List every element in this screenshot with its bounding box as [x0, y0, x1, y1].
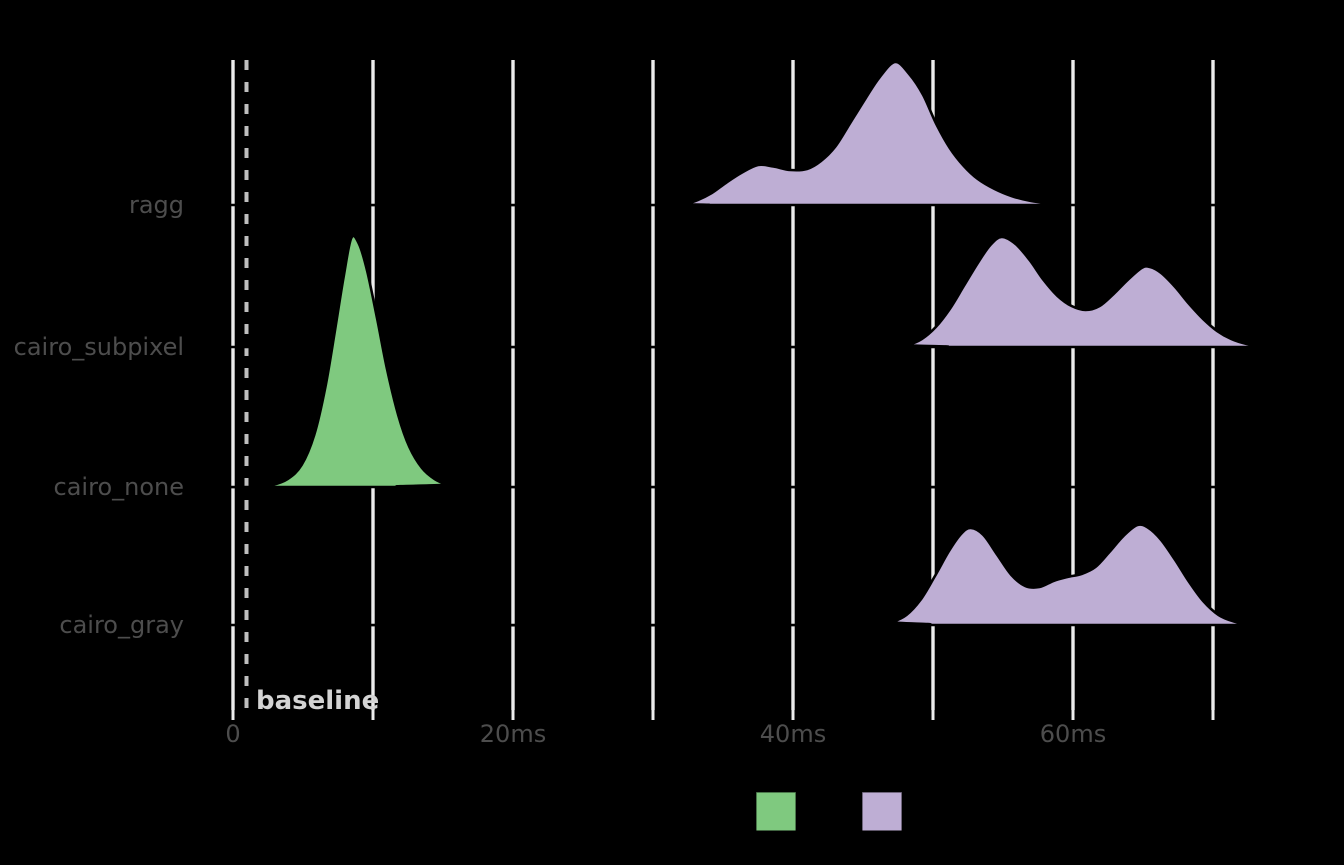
x-tick-label-0: 0 [225, 720, 240, 748]
density-cairo_subpixel [223, 235, 1274, 349]
row-label-cairo_none: cairo_none [54, 473, 184, 501]
density-ragg [223, 60, 1274, 207]
legend [755, 791, 903, 834]
x-tick-label-20: 20ms [480, 720, 546, 748]
baseline-annotation-label: baseline [256, 686, 379, 716]
row-label-cairo_subpixel: cairo_subpixel [14, 333, 184, 361]
x-tick-label-40: 40ms [760, 720, 826, 748]
density-cairo_none [223, 234, 1274, 489]
row-labels: ragg cairo_subpixel cairo_none cairo_gray [14, 191, 184, 639]
legend-green-swatch [755, 791, 797, 833]
x-tick-label-60: 60ms [1040, 720, 1106, 748]
density-cairo_gray [223, 523, 1274, 627]
legend-purple-swatch [861, 791, 903, 833]
x-axis-ticks [231, 710, 1215, 720]
row-label-ragg: ragg [129, 191, 184, 219]
x-axis-labels: 0 20ms 40ms 60ms [225, 720, 1106, 748]
row-label-cairo_gray: cairo_gray [59, 611, 184, 639]
density-ridges [223, 60, 1274, 627]
